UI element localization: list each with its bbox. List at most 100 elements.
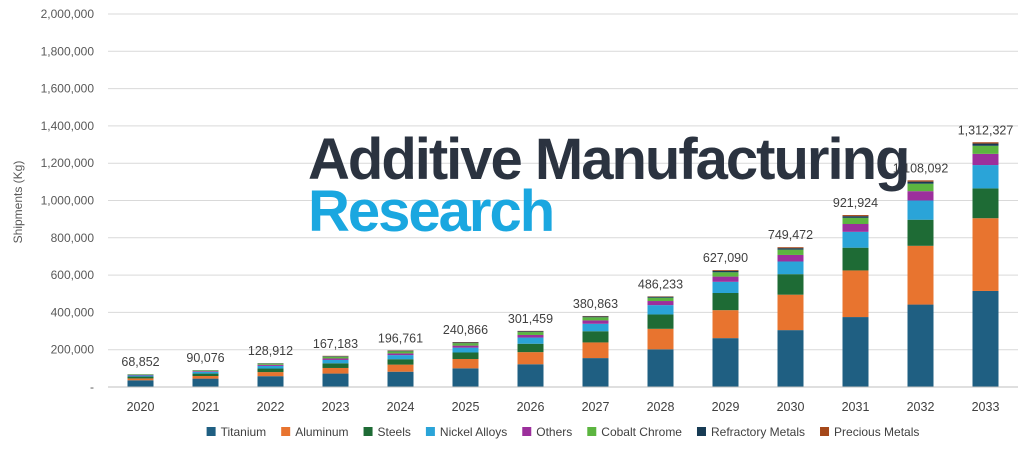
bar-segment-others [192, 371, 219, 372]
y-axis-ticks: - 200,000 400,000 600,000 800,000 1,000,000 1,… [41, 7, 95, 394]
bar-segment-others [127, 374, 154, 376]
total-data-label: 68,852 [121, 355, 159, 369]
bar-segment-aluminum [842, 270, 869, 318]
x-tick-label: 2023 [322, 400, 350, 414]
bar-segment-steels [972, 188, 999, 219]
bar-segment-steels [387, 359, 414, 365]
x-axis-ticks: 2020 2021 2022 2023 2024 2025 2026 2027 2028 2029… [127, 400, 1000, 414]
bar-segment-titanium [777, 330, 804, 387]
x-tick-label: 2032 [907, 400, 935, 414]
bar-segment-aluminum [517, 352, 544, 365]
x-tick-label: 2030 [777, 400, 805, 414]
bar-segment-refractory-metals [777, 248, 804, 250]
legend-label: Precious Metals [834, 425, 919, 439]
bar-segment-aluminum [257, 372, 284, 377]
bar-segment-aluminum [127, 378, 154, 381]
bar-segment-steels [582, 331, 609, 343]
total-data-label: 627,090 [703, 251, 748, 265]
total-data-label: 1,312,327 [958, 123, 1014, 137]
x-tick-label: 2022 [257, 400, 285, 414]
bar-segment-cobalt-chrome [647, 297, 674, 302]
bar-segment-nickel-alloys [517, 337, 544, 344]
bar-segment-precious-metals [842, 215, 869, 217]
legend-label: Titanium [221, 425, 267, 439]
bar-segment-titanium [257, 376, 284, 387]
legend-swatch [206, 427, 216, 436]
bar-segment-titanium [972, 290, 999, 387]
bar-segment-steels [452, 352, 479, 360]
legend-label: Refractory Metals [711, 425, 805, 439]
bar-segment-titanium [387, 371, 414, 387]
bar-segment-aluminum [192, 375, 219, 379]
bar-segment-steels [647, 314, 674, 329]
bar-segment-nickel-alloys [452, 347, 479, 353]
legend: Titanium Aluminum Steels Nickel Alloys Other… [206, 425, 919, 439]
x-tick-label: 2020 [127, 400, 155, 414]
bar-segment-steels [192, 373, 219, 376]
bar-segment-refractory-metals [582, 316, 609, 318]
y-tick-label: 400,000 [51, 305, 95, 319]
bar-segment-nickel-alloys [582, 323, 609, 332]
y-tick-label: - [90, 380, 94, 394]
x-tick-label: 2024 [387, 400, 415, 414]
bar-segment-titanium [322, 373, 349, 387]
y-tick-label: 1,200,000 [41, 156, 95, 170]
y-tick-label: 1,600,000 [41, 82, 95, 96]
y-tick-label: 1,400,000 [41, 119, 95, 133]
bar-segment-nickel-alloys [972, 165, 999, 189]
bar-segment-others [647, 301, 674, 306]
total-labels: 68,852 90,076 128,912 167,183 196,761 240,866… [121, 123, 1013, 369]
total-data-label: 196,761 [378, 331, 423, 345]
bar-segment-cobalt-chrome [842, 217, 869, 224]
bar-segment-others [322, 358, 349, 360]
bar-segment-refractory-metals [322, 356, 349, 357]
bar-segment-aluminum [712, 310, 739, 339]
bar-segment-others [517, 334, 544, 338]
bar-segment-aluminum [582, 342, 609, 359]
bars [127, 142, 999, 387]
bar-segment-titanium [842, 317, 869, 387]
bar-segment-others [777, 254, 804, 262]
legend-label: Others [536, 425, 572, 439]
bar-segment-cobalt-chrome [257, 363, 284, 365]
x-tick-label: 2029 [712, 400, 740, 414]
bar-segment-others [452, 345, 479, 348]
bar-segment-others [582, 320, 609, 324]
x-tick-label: 2031 [842, 400, 870, 414]
legend-swatch [696, 427, 706, 436]
bar-segment-nickel-alloys [712, 281, 739, 294]
bar-segment-steels [517, 343, 544, 353]
bar-segment-refractory-metals [972, 143, 999, 146]
bar-segment-titanium [647, 349, 674, 387]
bar-segment-others [387, 353, 414, 356]
bar-segment-others [972, 153, 999, 166]
bar-segment-refractory-metals [517, 331, 544, 333]
legend-label: Aluminum [295, 425, 348, 439]
y-axis-label: Shipments (Kg) [11, 161, 25, 244]
watermark-line-1: Additive Manufacturing [308, 127, 908, 192]
x-tick-label: 2027 [582, 400, 610, 414]
bar-segment-cobalt-chrome [907, 183, 934, 192]
x-tick-label: 2026 [517, 400, 545, 414]
y-tick-label: 800,000 [51, 231, 95, 245]
bar-segment-precious-metals [907, 180, 934, 182]
legend-swatch [587, 427, 597, 436]
y-tick-label: 200,000 [51, 343, 95, 357]
bar-segment-steels [257, 368, 284, 373]
x-tick-label: 2025 [452, 400, 480, 414]
bar-segment-titanium [452, 368, 479, 387]
bar-segment-aluminum [387, 364, 414, 372]
legend-swatch [363, 427, 373, 436]
legend-label: Nickel Alloys [440, 425, 507, 439]
total-data-label: 167,183 [313, 337, 358, 351]
bar-segment-nickel-alloys [387, 355, 414, 360]
x-tick-label: 2021 [192, 400, 220, 414]
bar-segment-nickel-alloys [192, 371, 219, 374]
total-data-label: 128,912 [248, 344, 293, 358]
legend-label: Steels [378, 425, 411, 439]
bar-segment-steels [712, 293, 739, 311]
bar-segment-steels [127, 376, 154, 379]
y-tick-label: 600,000 [51, 268, 95, 282]
bar-segment-nickel-alloys [777, 261, 804, 275]
bar-segment-titanium [712, 338, 739, 387]
